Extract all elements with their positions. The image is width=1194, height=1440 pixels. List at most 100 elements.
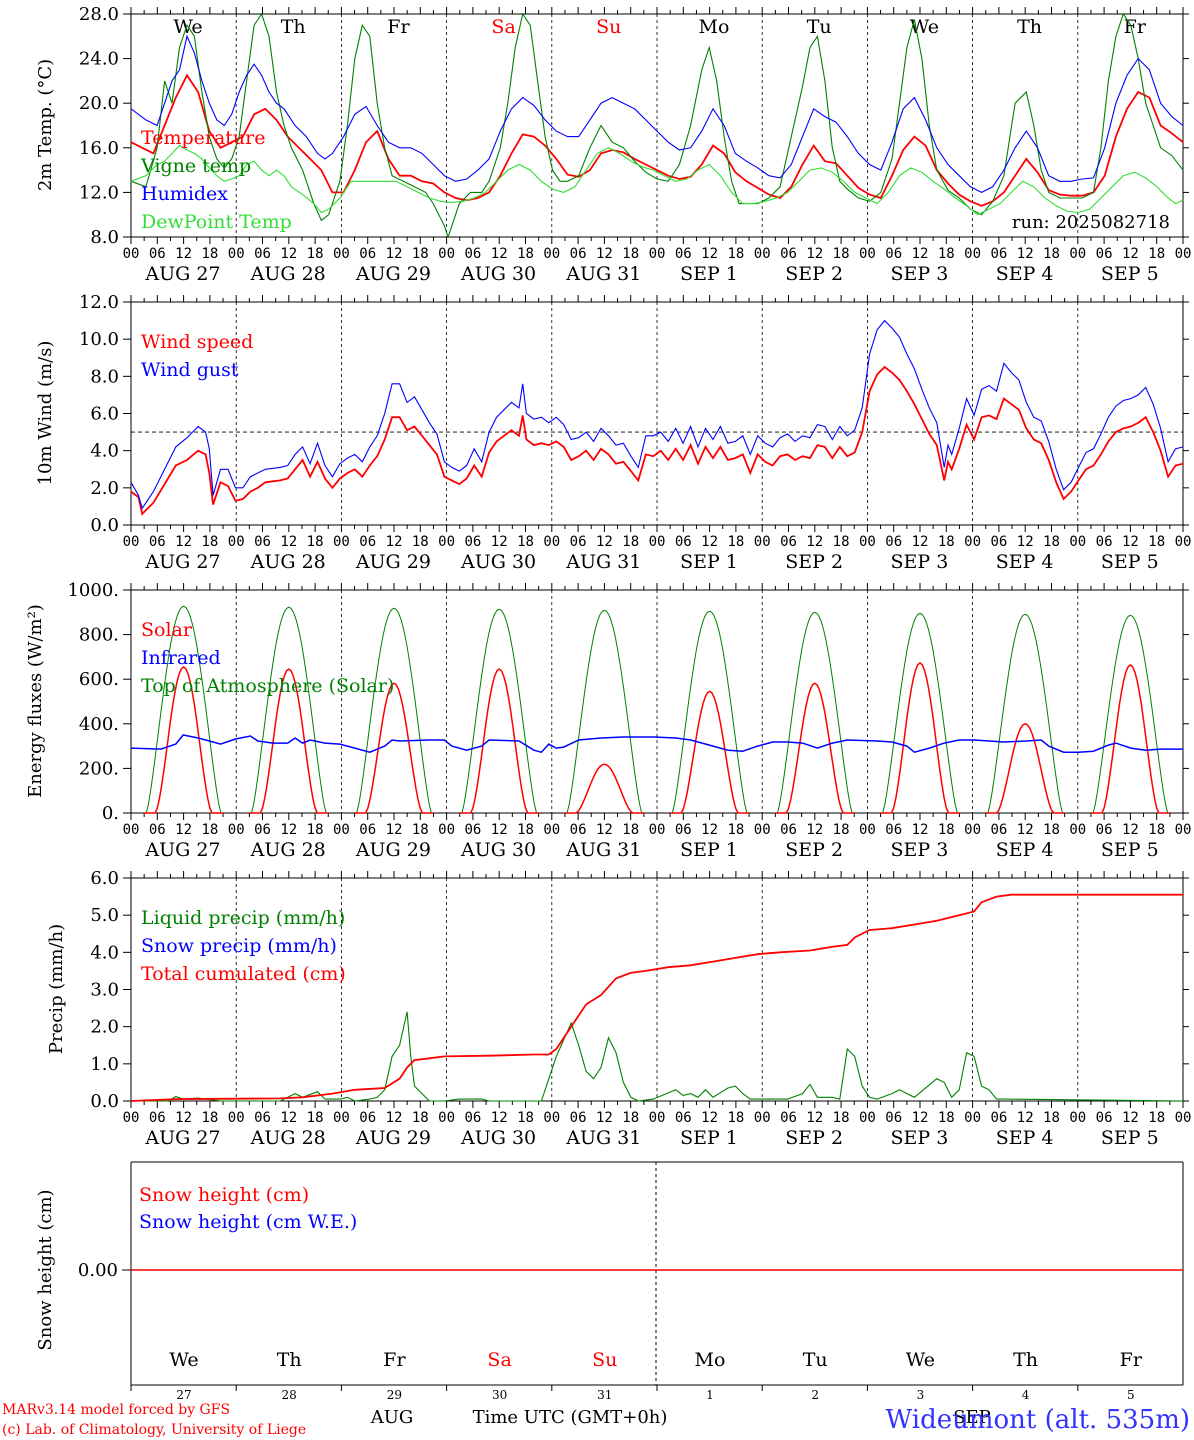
legend-snow-height-we: Snow height (cm W.E.)	[139, 1211, 357, 1233]
date-label: SEP 4	[996, 839, 1054, 861]
hour-tick-label: 06	[570, 246, 587, 262]
legend-snow-height: Snow height (cm)	[139, 1184, 309, 1206]
date-label: SEP 5	[1101, 839, 1159, 861]
time-axis-label: Time UTC (GMT+0h)	[473, 1407, 668, 1428]
hour-tick-label: 00	[228, 822, 245, 838]
hour-tick-label: 06	[570, 1110, 587, 1126]
hour-tick-label: 06	[149, 246, 166, 262]
toa-solar-line	[354, 607, 434, 814]
wind-y-axis-label: 10m Wind (m/s)	[35, 341, 56, 486]
hour-tick-label: 00	[333, 822, 350, 838]
hour-tick-label: 12	[386, 534, 403, 550]
toa-solar-line	[985, 613, 1065, 814]
snow-y-axis-label: Snow height (cm)	[35, 1189, 56, 1350]
hour-tick-label: 12	[386, 1110, 403, 1126]
hour-tick-label: 06	[780, 1110, 797, 1126]
humidex-line	[130, 34, 1184, 194]
date-label: SEP 3	[890, 263, 948, 285]
hour-tick-label: 12	[386, 246, 403, 262]
snow-date-number: 5	[1127, 1388, 1135, 1402]
y-tick-label: 400.	[79, 714, 119, 735]
hour-tick-label: 18	[727, 1110, 744, 1126]
hour-tick-label: 06	[359, 246, 376, 262]
hour-tick-label: 00	[438, 822, 455, 838]
hour-tick-label: 18	[412, 1110, 429, 1126]
wind-speed-line	[130, 365, 1184, 516]
legend-wind-gust: Wind gust	[141, 359, 239, 381]
date-label: AUG 30	[460, 839, 536, 861]
solar-line	[144, 666, 224, 814]
legend-infrared: Infrared	[141, 647, 221, 669]
energy-plot-frame	[130, 589, 1184, 814]
precip-y-axis-label: Precip (mm/h)	[46, 924, 67, 1054]
hour-tick-label: 18	[517, 822, 534, 838]
snow-panel: 0.00 We 27 Th 28 Fr 29 Sa 30 Su 31 Mo 1 Tu 2 We 3 Th 4 Fr 5…	[35, 1161, 1184, 1402]
hour-tick-label: 00	[964, 1110, 981, 1126]
hour-tick-label: 12	[491, 246, 508, 262]
hour-tick-label: 12	[701, 822, 718, 838]
hour-tick-label: 00	[964, 246, 981, 262]
date-label: AUG 28	[250, 263, 326, 285]
hour-tick-label: 12	[280, 1110, 297, 1126]
temperature-line	[130, 73, 1184, 207]
hour-tick-label: 18	[727, 822, 744, 838]
hour-tick-label: 00	[1069, 534, 1086, 550]
hour-tick-label: 06	[1096, 246, 1113, 262]
date-label: SEP 1	[680, 1127, 738, 1149]
hour-tick-label: 06	[1096, 534, 1113, 550]
hour-tick-label: 18	[412, 534, 429, 550]
hour-tick-label: 18	[201, 246, 218, 262]
y-tick-label: 5.0	[90, 905, 119, 926]
hour-tick-label: 06	[570, 822, 587, 838]
y-tick-label: 3.0	[90, 980, 119, 1001]
hour-tick-label: 18	[307, 246, 324, 262]
hour-tick-label: 18	[1148, 534, 1165, 550]
snow-date-number: 4	[1022, 1388, 1030, 1402]
hour-tick-label: 18	[517, 246, 534, 262]
snow-date-number: 3	[917, 1388, 925, 1402]
hour-tick-label: 06	[990, 246, 1007, 262]
hour-tick-label: 12	[1017, 822, 1034, 838]
hour-tick-label: 06	[464, 822, 481, 838]
y-tick-label: 1.0	[90, 1054, 119, 1075]
snow-zero-tick-label: 0.00	[78, 1260, 118, 1281]
hour-tick-label: 18	[1148, 246, 1165, 262]
hour-tick-label: 18	[307, 822, 324, 838]
hour-tick-label: 00	[964, 822, 981, 838]
hour-tick-label: 12	[806, 822, 823, 838]
temperature-y-ticks: 8.0 12.0 16.0 20.0 24.0 28.0	[79, 4, 1189, 248]
hour-tick-label: 06	[359, 822, 376, 838]
snow-date-number: 1	[706, 1388, 714, 1402]
total-cumulated-cm--line	[130, 893, 1183, 1102]
hour-tick-label: 06	[675, 1110, 692, 1126]
hour-tick-label: 06	[464, 246, 481, 262]
snow-weekday-label: We	[906, 1349, 935, 1371]
legend-humidex: Humidex	[141, 183, 228, 205]
legend-dewpoint: DewPoint Temp	[141, 211, 292, 233]
hour-tick-label: 06	[149, 534, 166, 550]
hour-tick-label: 06	[464, 534, 481, 550]
snow-weekday-label: Su	[592, 1349, 617, 1371]
temperature-series	[130, 12, 1184, 239]
hour-tick-label: 18	[307, 534, 324, 550]
date-label: SEP 2	[785, 551, 843, 573]
wind-grid	[131, 302, 1183, 525]
snow-date-number: 30	[492, 1388, 507, 1402]
hour-tick-label: 18	[622, 1110, 639, 1126]
hour-tick-label: 18	[201, 1110, 218, 1126]
y-tick-label: 12.0	[79, 292, 119, 313]
hour-tick-label: 18	[938, 534, 955, 550]
hour-tick-label: 00	[543, 822, 560, 838]
hour-tick-label: 06	[780, 246, 797, 262]
y-tick-label: 600.	[79, 669, 119, 690]
hour-tick-label: 00	[649, 1110, 666, 1126]
date-label: SEP 5	[1101, 551, 1159, 573]
hour-tick-label: 06	[885, 246, 902, 262]
snow-weekday-label: Th	[1013, 1349, 1038, 1371]
hour-tick-label: 00	[754, 246, 771, 262]
hour-tick-label: 18	[201, 534, 218, 550]
snow-weekday-label: Mo	[695, 1349, 726, 1371]
hour-tick-label: 06	[885, 534, 902, 550]
